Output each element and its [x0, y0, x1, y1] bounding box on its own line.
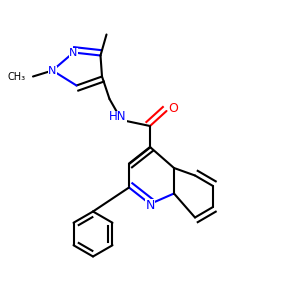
Text: N: N: [145, 199, 155, 212]
Text: N: N: [48, 65, 57, 76]
Text: HN: HN: [109, 110, 127, 124]
Text: O: O: [168, 101, 178, 115]
Text: CH₃: CH₃: [8, 71, 26, 82]
Text: N: N: [69, 47, 78, 58]
